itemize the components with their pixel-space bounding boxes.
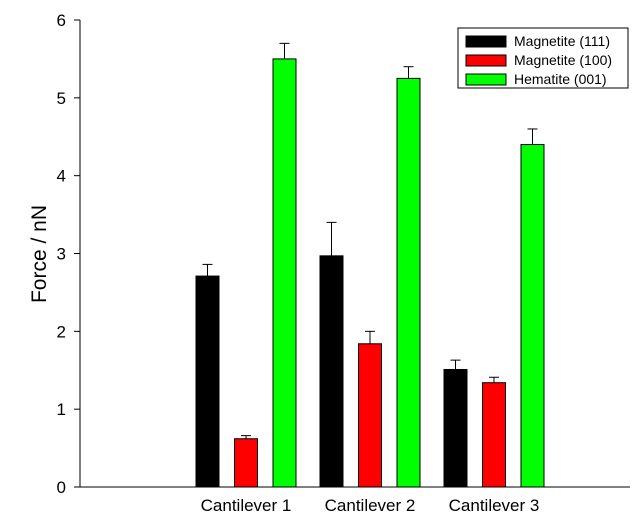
bar (396, 77, 421, 488)
y-tick-label: 6 (57, 11, 66, 30)
legend-label: Magnetite (111) (514, 33, 610, 49)
bar (272, 58, 297, 488)
bar (234, 438, 258, 488)
legend-label: Magnetite (100) (514, 52, 612, 68)
y-tick-label: 5 (57, 89, 66, 108)
y-tick-label: 4 (57, 167, 66, 186)
bar (195, 275, 220, 488)
bars-group (195, 42, 545, 488)
bar (358, 343, 382, 488)
x-category-label: Cantilever 3 (449, 496, 540, 515)
legend: Magnetite (111) Magnetite (100) Hematite (… (457, 27, 629, 89)
x-category-label: Cantilever 1 (201, 496, 292, 515)
y-tick-label: 3 (57, 245, 66, 264)
y-axis-label: Force / nN (28, 205, 51, 303)
y-tick-label: 2 (57, 322, 66, 341)
legend-label: Hematite (001) (514, 71, 607, 87)
legend-swatch (465, 35, 507, 48)
x-category-label: Cantilever 2 (325, 496, 416, 515)
category-labels: Cantilever 1 Cantilever 2 Cantilever 3 (201, 496, 540, 515)
y-tick-label: 1 (57, 400, 66, 419)
bar (443, 368, 468, 488)
y-tick-label: 0 (57, 478, 66, 497)
y-ticks: 0 1 2 3 4 5 6 (57, 11, 80, 497)
legend-swatch (465, 73, 507, 86)
bar (319, 255, 344, 488)
bar (482, 382, 506, 488)
bar (520, 144, 545, 488)
legend-swatch (465, 54, 507, 67)
